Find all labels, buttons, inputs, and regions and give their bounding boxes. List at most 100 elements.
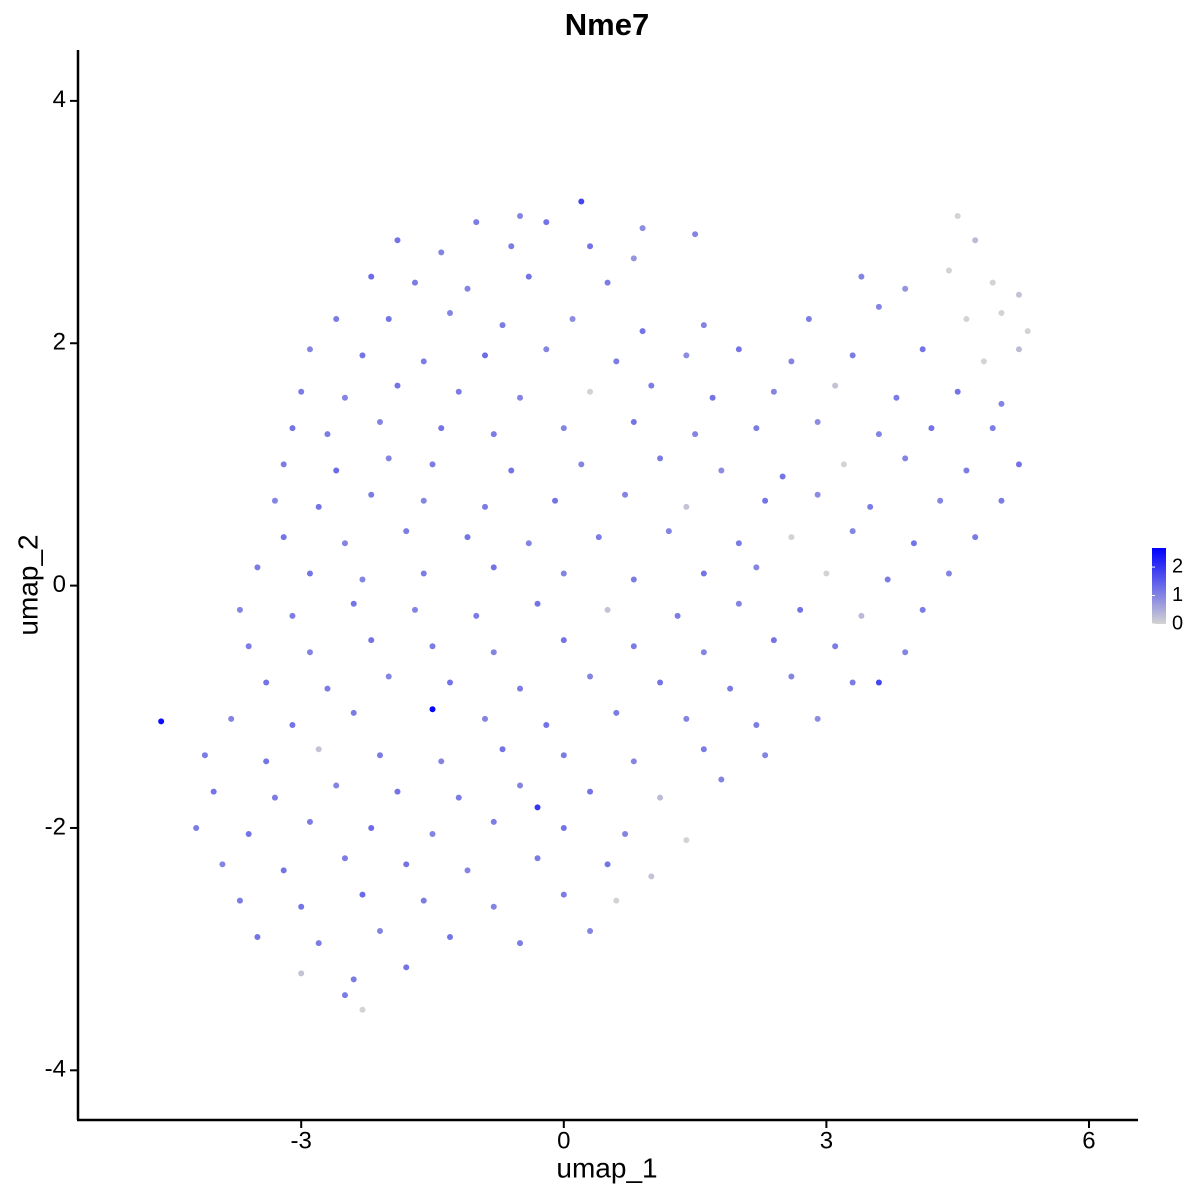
point xyxy=(499,322,506,329)
point xyxy=(315,746,322,753)
point xyxy=(840,461,847,468)
point xyxy=(919,346,926,353)
point xyxy=(420,897,427,904)
point xyxy=(700,649,707,656)
point xyxy=(657,794,664,801)
point xyxy=(473,612,480,619)
point xyxy=(587,388,594,395)
point xyxy=(910,540,917,547)
colorbar-tick-label: 1 xyxy=(1172,584,1183,606)
colorbar-tick-label: 2 xyxy=(1172,555,1183,577)
point xyxy=(438,425,445,432)
point xyxy=(552,497,559,504)
point xyxy=(657,455,664,462)
point xyxy=(560,891,567,898)
colorbar xyxy=(1152,548,1166,624)
point xyxy=(1015,461,1022,468)
point xyxy=(341,540,348,547)
point xyxy=(735,346,742,353)
point xyxy=(508,467,515,474)
point xyxy=(359,891,366,898)
point xyxy=(306,346,313,353)
point xyxy=(368,273,375,280)
point xyxy=(534,600,541,607)
y-tick-label: -2 xyxy=(45,813,66,840)
point xyxy=(919,606,926,613)
point xyxy=(403,964,410,971)
point xyxy=(998,400,1005,407)
point xyxy=(587,243,594,250)
point xyxy=(350,600,357,607)
point xyxy=(219,861,226,868)
point xyxy=(385,316,392,323)
point xyxy=(368,491,375,498)
point xyxy=(473,219,480,226)
point xyxy=(700,322,707,329)
point xyxy=(560,425,567,432)
points xyxy=(158,198,1031,1013)
point xyxy=(517,213,524,220)
point xyxy=(490,564,497,571)
point xyxy=(236,897,243,904)
point xyxy=(735,600,742,607)
point xyxy=(411,279,418,286)
point xyxy=(271,497,278,504)
point xyxy=(508,243,515,250)
point xyxy=(420,358,427,365)
point xyxy=(683,503,690,510)
point xyxy=(350,976,357,983)
point xyxy=(289,425,296,432)
point xyxy=(333,782,340,789)
point xyxy=(517,940,524,947)
point xyxy=(858,612,865,619)
point xyxy=(788,534,795,541)
y-tick-label: 2 xyxy=(53,329,66,356)
point xyxy=(587,673,594,680)
point xyxy=(254,564,261,571)
y-tick-label: 4 xyxy=(53,86,66,113)
point xyxy=(429,643,436,650)
point xyxy=(368,824,375,831)
point xyxy=(245,831,252,838)
point xyxy=(788,358,795,365)
point xyxy=(543,346,550,353)
point xyxy=(683,837,690,844)
point xyxy=(762,497,769,504)
point xyxy=(359,1006,366,1013)
point xyxy=(447,934,454,941)
point xyxy=(972,237,979,244)
point xyxy=(709,394,716,401)
point xyxy=(613,358,620,365)
point xyxy=(1015,346,1022,353)
point xyxy=(902,649,909,656)
point xyxy=(954,213,961,220)
point xyxy=(420,570,427,577)
point xyxy=(289,721,296,728)
point xyxy=(429,706,436,713)
point xyxy=(998,309,1005,316)
point xyxy=(578,461,585,468)
point xyxy=(560,637,567,644)
point xyxy=(368,637,375,644)
point xyxy=(315,503,322,510)
point xyxy=(158,718,165,725)
x-tick-label: -3 xyxy=(291,1127,312,1154)
point xyxy=(849,679,856,686)
point xyxy=(236,606,243,613)
point xyxy=(867,503,874,510)
point xyxy=(989,425,996,432)
point xyxy=(832,382,839,389)
point xyxy=(455,388,462,395)
point xyxy=(490,649,497,656)
point xyxy=(674,612,681,619)
point xyxy=(963,316,970,323)
point xyxy=(429,461,436,468)
point xyxy=(587,927,594,934)
point xyxy=(989,279,996,286)
point xyxy=(280,534,287,541)
point xyxy=(823,570,830,577)
point xyxy=(324,685,331,692)
point xyxy=(657,679,664,686)
point xyxy=(543,721,550,728)
point xyxy=(280,867,287,874)
